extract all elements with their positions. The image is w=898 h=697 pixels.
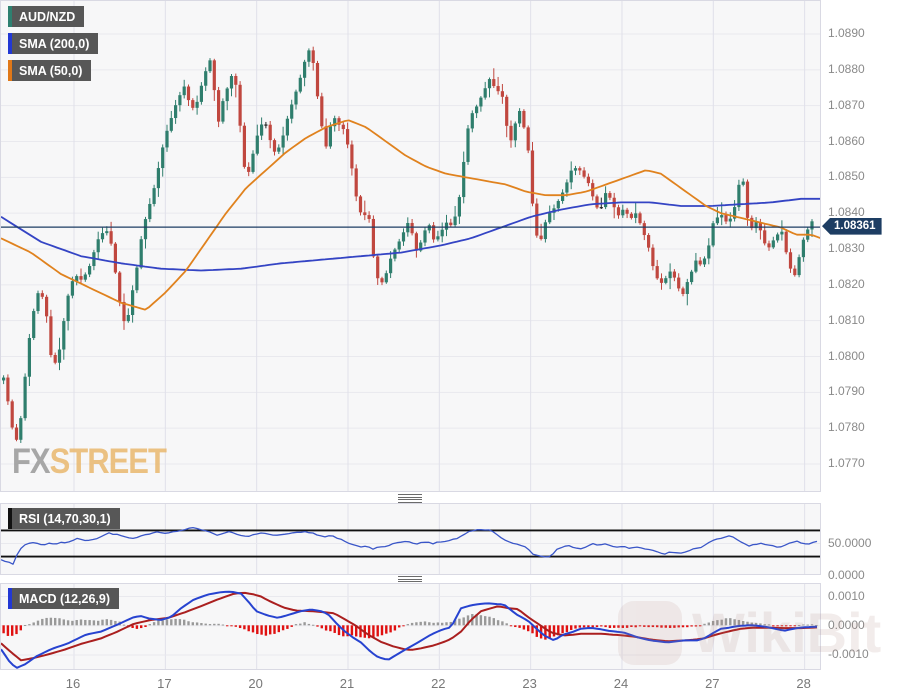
rsi-panel[interactable] [0, 503, 821, 575]
legend-rsi[interactable]: RSI (14,70,30,1) [8, 508, 120, 529]
macd-axis-label: 0.0000 [828, 617, 865, 632]
rsi-axis-label: 50.0000 [828, 535, 872, 550]
price-axis-label: 1.0780 [828, 420, 865, 435]
price-axis-label: 1.0880 [828, 61, 865, 76]
time-axis-label: 24 [613, 676, 629, 691]
time-axis-label: 28 [796, 676, 811, 691]
pair-color-strip [8, 6, 12, 27]
rsi-color-strip [8, 508, 12, 529]
macd-chart-canvas[interactable] [1, 584, 820, 669]
price-panel[interactable] [0, 0, 821, 492]
price-axis-label: 1.0770 [828, 456, 865, 470]
time-axis-label: 23 [522, 676, 537, 691]
time-axis-label: 22 [431, 676, 446, 691]
sma200-color-strip [8, 33, 12, 54]
price-axis-label: 1.0890 [828, 26, 865, 40]
main-chart-canvas[interactable] [1, 1, 820, 491]
time-axis-label: 27 [705, 676, 720, 691]
price-axis-label: 1.0840 [828, 205, 865, 220]
time-axis-label: 20 [248, 676, 263, 691]
rsi-axis-label: 0.0000 [828, 568, 865, 583]
sma200-label: SMA (200,0) [19, 36, 90, 51]
legend-macd[interactable]: MACD (12,26,9) [8, 588, 119, 609]
price-axis-label: 1.0820 [828, 276, 865, 291]
legend-sma50[interactable]: SMA (50,0) [8, 60, 92, 81]
pair-label: AUD/NZD [19, 9, 76, 24]
macd-label: MACD (12,26,9) [19, 591, 110, 606]
sma50-label: SMA (50,0) [19, 63, 83, 78]
price-axis-label: 1.0830 [828, 241, 865, 255]
sma50-color-strip [8, 60, 12, 81]
current-price-badge: 1.08361 [822, 217, 882, 235]
price-axis-label: 1.0800 [828, 348, 865, 363]
legend-pair[interactable]: AUD/NZD [8, 6, 85, 27]
price-axis-label: 1.0850 [828, 169, 865, 184]
time-axis-label: 16 [65, 676, 81, 691]
time-axis-label: 17 [157, 676, 172, 691]
price-axis-label: 1.0860 [828, 133, 865, 148]
macd-color-strip [8, 588, 12, 609]
rsi-chart-canvas[interactable] [1, 504, 820, 574]
macd-axis-label: -0.0010 [828, 647, 869, 662]
time-axis-label: 21 [339, 676, 355, 691]
macd-panel[interactable] [0, 583, 821, 670]
price-axis-label: 1.0870 [828, 97, 865, 112]
fxstreet-logo: FXSTREET [12, 441, 167, 482]
panel-resize-handle[interactable] [398, 494, 422, 503]
macd-axis-label: 0.0010 [828, 588, 865, 603]
price-axis-label: 1.0810 [828, 312, 865, 327]
legend-sma200[interactable]: SMA (200,0) [8, 33, 99, 54]
price-axis-label: 1.0790 [828, 384, 865, 399]
rsi-label: RSI (14,70,30,1) [19, 511, 111, 526]
